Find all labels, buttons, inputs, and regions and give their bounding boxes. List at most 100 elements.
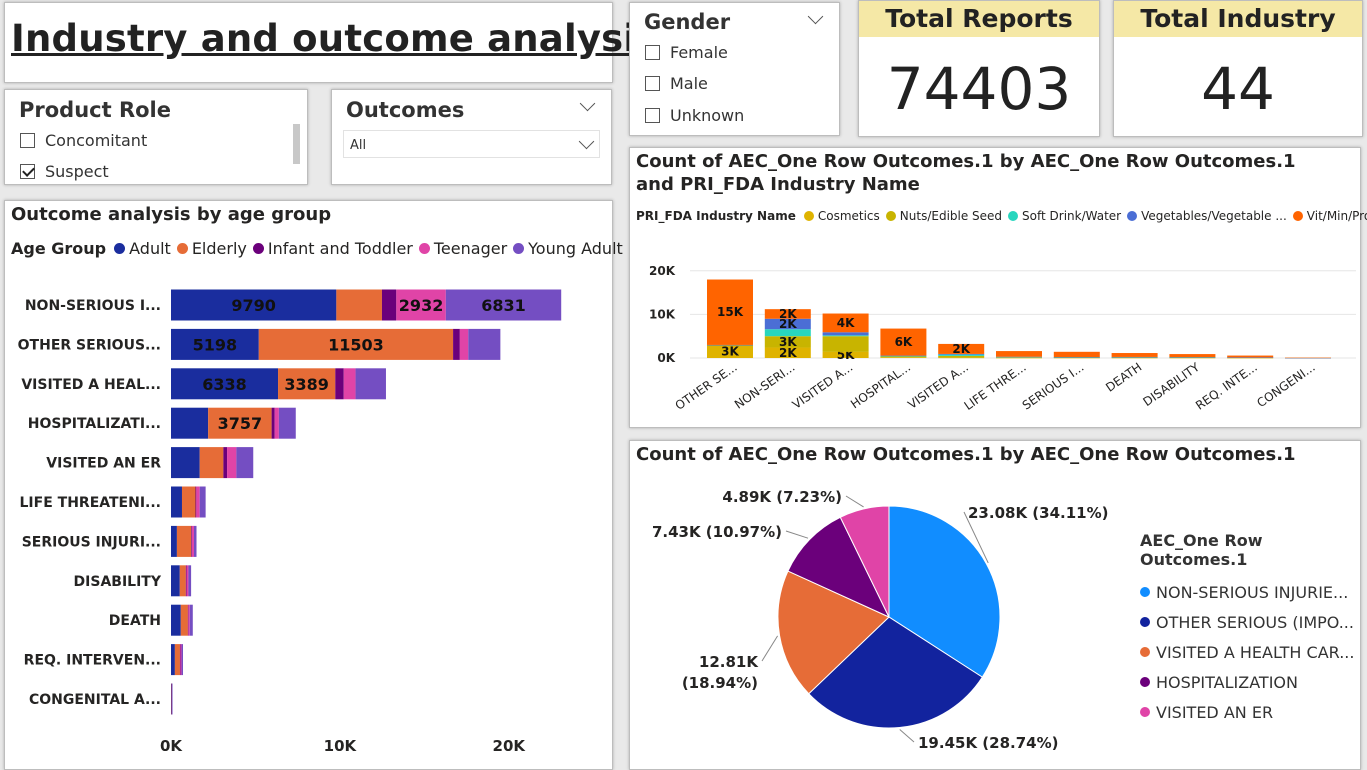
bar-segment <box>271 407 275 439</box>
chart-legend: PRI_FDA Industry Name Cosmetics Nuts/Edib… <box>636 209 1367 223</box>
outcomes-pie-chart[interactable]: 23.08K (34.11%) 19.45K (28.74%) 12.81K (18.… <box>630 441 1360 766</box>
legend-item[interactable]: VISITED A HEALTH CAR... <box>1140 637 1360 667</box>
leader-line <box>761 635 779 662</box>
column-segment <box>938 354 985 356</box>
product-role-slicer[interactable]: Product Role Concomitant Suspect <box>4 89 308 185</box>
gender-slicer-title: Gender <box>644 10 731 34</box>
bar-segment <box>381 289 397 321</box>
outcomes-selected-value: All <box>350 138 367 153</box>
checkbox[interactable] <box>645 45 660 60</box>
category-label: DEATH <box>109 613 161 629</box>
y-tick-label: 0K <box>657 351 675 365</box>
bar-segment <box>171 328 259 360</box>
column-segment <box>1285 357 1331 359</box>
data-label: 2K <box>779 317 797 331</box>
legend-item[interactable]: Cosmetics <box>803 209 880 223</box>
bar-segment <box>335 368 344 400</box>
outcomes-pie-chart-panel[interactable]: Count of AEC_One Row Outcomes.1 by AEC_O… <box>629 440 1361 770</box>
chevron-down-icon[interactable] <box>579 95 596 112</box>
legend-item[interactable]: Teenager <box>418 239 507 258</box>
bar-segment <box>355 368 386 400</box>
column-segment <box>1053 357 1100 359</box>
column-segment <box>707 279 753 345</box>
industry-chart-panel[interactable]: Count of AEC_One Row Outcomes.1 by AEC_O… <box>629 147 1367 428</box>
gender-slicer[interactable]: Gender Female Male Unknown <box>629 2 840 136</box>
column-segment <box>880 355 927 357</box>
bar-segment <box>171 683 172 715</box>
data-label: 3757 <box>218 414 263 433</box>
bar-segment <box>171 447 200 479</box>
bar-segment <box>187 604 189 636</box>
checkbox[interactable] <box>645 108 660 123</box>
data-label: 6338 <box>202 375 247 394</box>
bar-segment <box>179 565 186 597</box>
data-label: 3K <box>779 335 797 349</box>
legend-dot <box>513 243 525 254</box>
card-value: 44 <box>1201 55 1275 123</box>
legend-item[interactable]: Adult <box>114 239 171 258</box>
column-segment <box>764 336 811 348</box>
legend-item[interactable]: Infant and Toddler <box>252 239 413 258</box>
gender-item-unknown[interactable]: Unknown <box>645 106 744 125</box>
x-tick-label: SERIOUS I... <box>1020 360 1087 413</box>
column-segment <box>938 353 985 355</box>
data-label: 12.81K <box>699 653 759 671</box>
y-tick-label: 10K <box>649 307 676 321</box>
pie-slice <box>787 516 891 619</box>
legend-item[interactable]: Vegetables/Vegetable ... <box>1127 209 1287 223</box>
bar-segment <box>227 447 237 479</box>
x-tick-label: OTHER SE... <box>673 360 740 413</box>
checkbox[interactable] <box>645 76 660 91</box>
title-panel: Industry and outcome analysis <box>4 2 658 83</box>
data-label: 2932 <box>399 296 444 315</box>
product-role-item-concomitant[interactable]: Concomitant <box>20 131 147 150</box>
legend-dot <box>885 211 896 221</box>
column-segment <box>822 313 869 333</box>
chevron-down-icon[interactable] <box>578 133 595 150</box>
legend-dot <box>1140 677 1150 687</box>
age-group-bar-chart[interactable]: NON-SERIOUS I... 9790 2932 6831 OTHER SERIOU… <box>5 201 612 761</box>
legend-item[interactable]: Vit/Min/Prot/... <box>1292 209 1367 223</box>
legend-item[interactable]: VISITED AN ER <box>1140 697 1360 727</box>
column-segment <box>1285 357 1331 359</box>
outcomes-slicer[interactable]: Outcomes All <box>331 89 612 185</box>
outcomes-dropdown[interactable]: All <box>343 130 600 158</box>
legend-label: Soft Drink/Water <box>1022 209 1122 223</box>
bar-segment <box>181 486 196 518</box>
legend-item[interactable]: Nuts/Edible Seed <box>885 209 1002 223</box>
column-segment <box>1111 357 1158 359</box>
bar-segment <box>274 407 279 439</box>
data-label: 4.89K (7.23%) <box>722 488 842 506</box>
checkbox-checked[interactable] <box>20 164 35 179</box>
legend-item[interactable]: Elderly <box>176 239 247 258</box>
legend-label: Young Adult <box>528 239 623 258</box>
bar-segment <box>236 447 254 479</box>
bar-segment <box>189 604 193 636</box>
bar-segment <box>171 368 279 400</box>
bar-segment <box>188 565 192 597</box>
product-role-item-suspect[interactable]: Suspect <box>20 162 109 181</box>
legend-item[interactable]: HOSPITALIZATION <box>1140 667 1360 697</box>
age-group-chart-panel[interactable]: Outcome analysis by age group Age Group … <box>4 200 623 770</box>
data-label: 7.43K (10.97%) <box>652 523 782 541</box>
data-label: 9790 <box>231 296 276 315</box>
outcomes-slicer-title: Outcomes <box>346 98 465 122</box>
column-segment <box>1227 357 1274 359</box>
bar-segment <box>179 644 181 676</box>
chevron-down-icon[interactable] <box>807 8 824 25</box>
column-segment <box>1053 357 1100 358</box>
x-tick-label: NON-SERI... <box>732 360 798 412</box>
legend-item[interactable]: OTHER SERIOUS (IMPO... <box>1140 607 1360 637</box>
legend-item[interactable]: Young Adult <box>513 239 623 258</box>
item-label: Male <box>670 74 708 93</box>
gender-item-male[interactable]: Male <box>645 74 708 93</box>
legend-item[interactable]: NON-SERIOUS INJURIE... <box>1140 577 1360 607</box>
pie-slice <box>808 616 983 729</box>
checkbox[interactable] <box>20 133 35 148</box>
column-segment <box>880 356 927 357</box>
category-label: CONGENITAL A... <box>29 692 161 708</box>
legend-item[interactable]: Soft Drink/Water <box>1008 209 1121 223</box>
gender-item-female[interactable]: Female <box>645 43 728 62</box>
slicer-scrollbar[interactable] <box>293 124 300 164</box>
